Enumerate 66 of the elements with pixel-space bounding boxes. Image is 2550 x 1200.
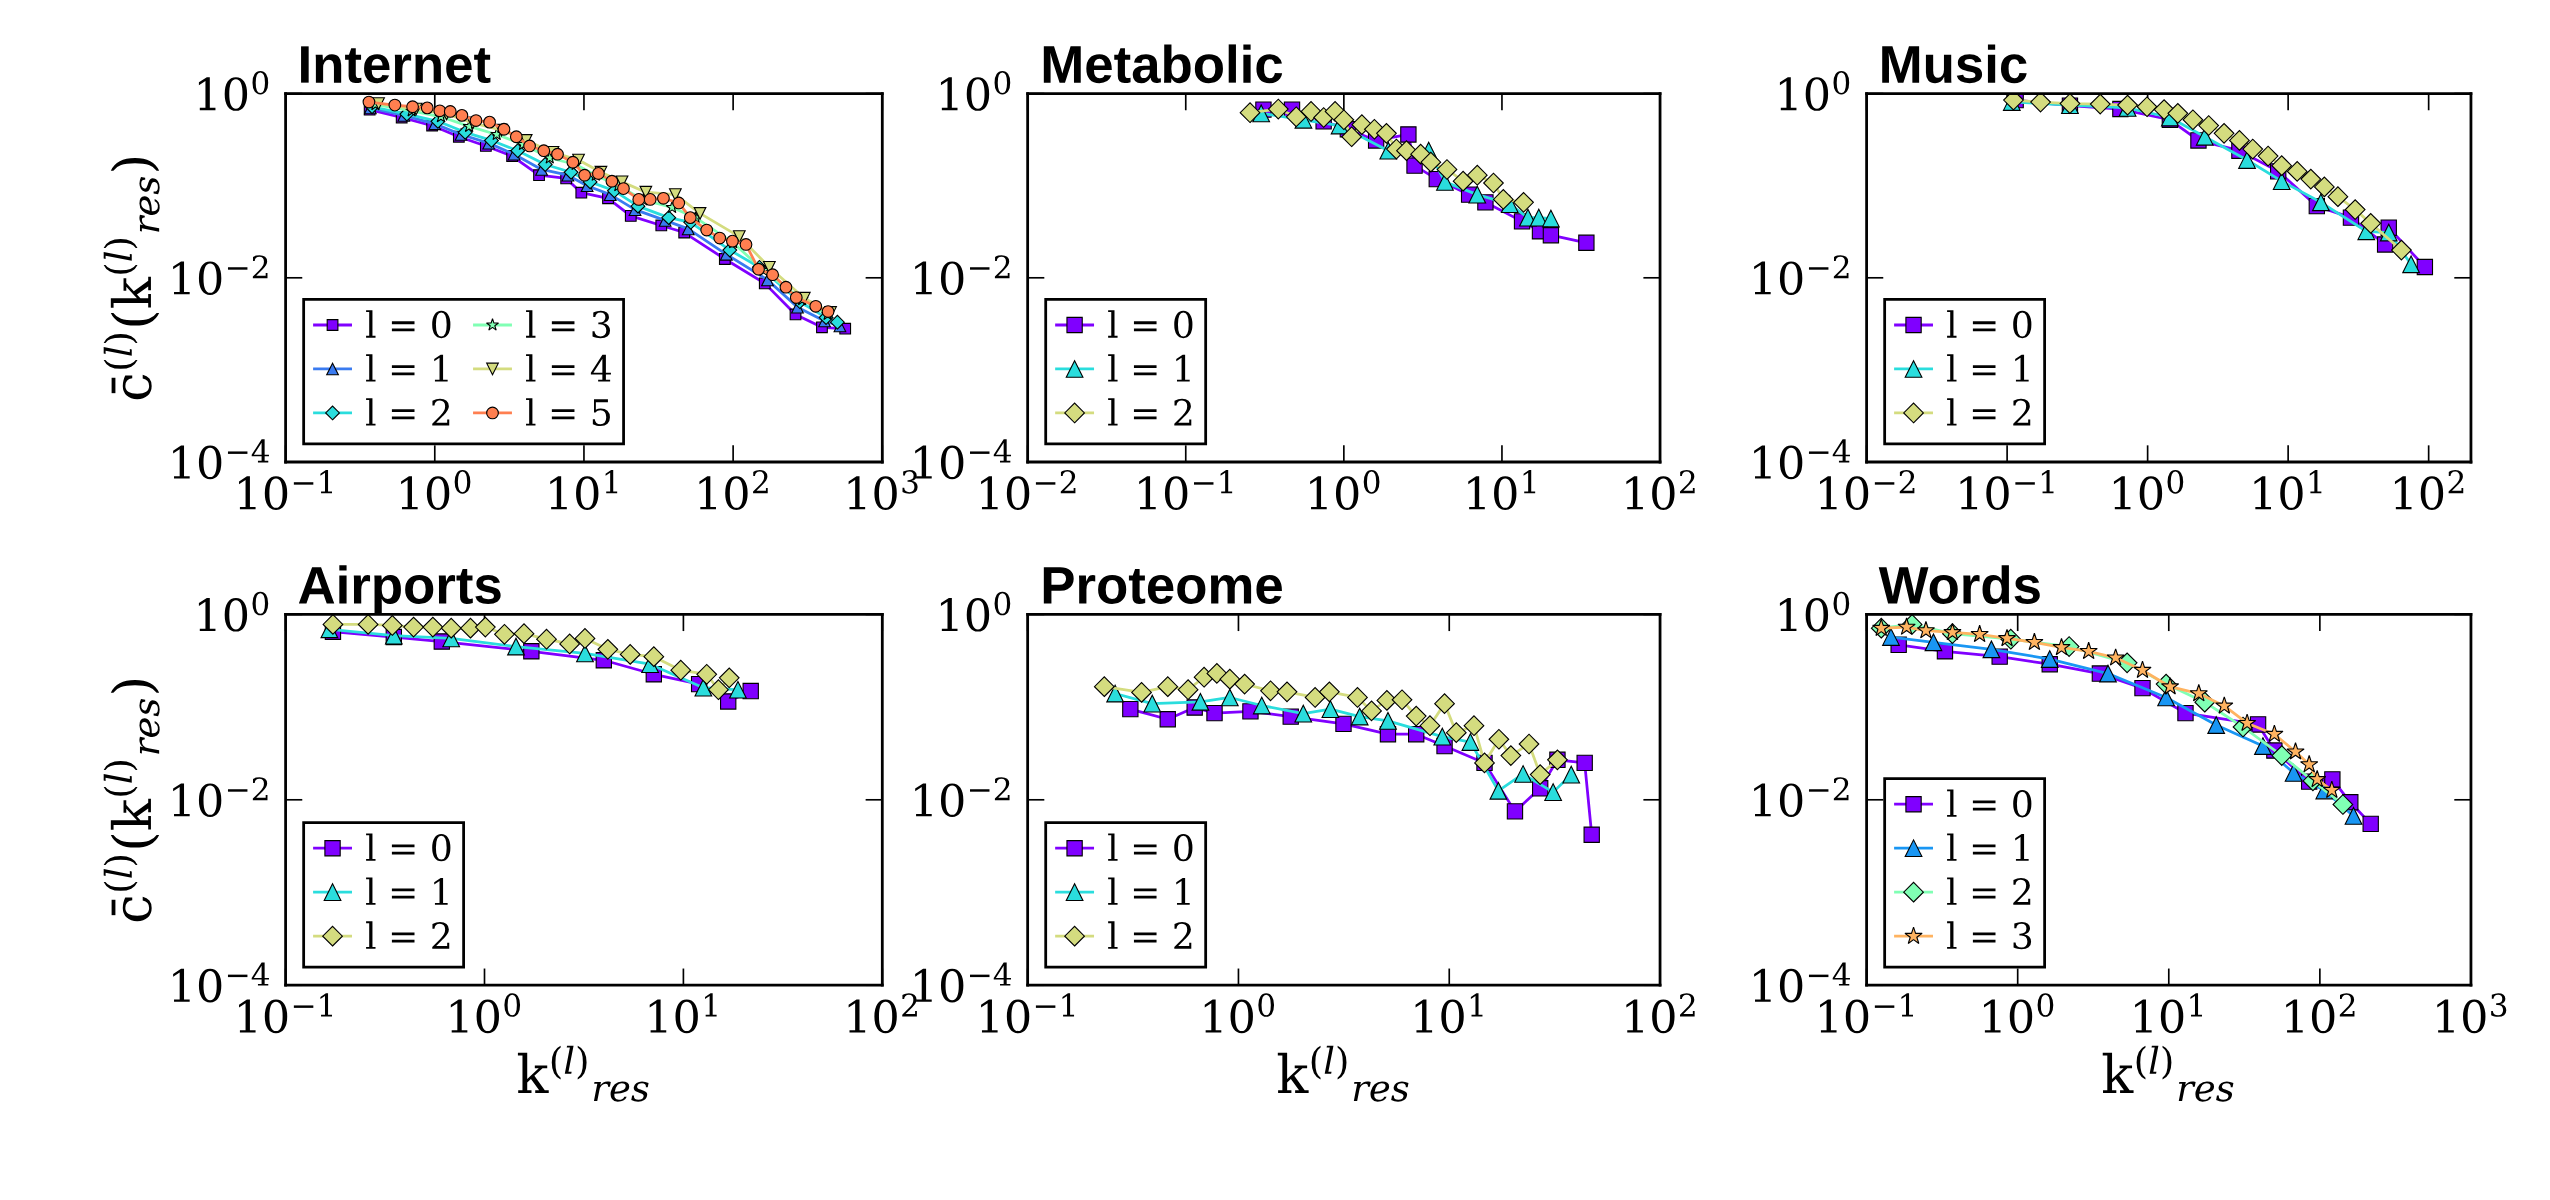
x-tick-label: 10$^{0}$ — [1204, 993, 1275, 1034]
x-tick-label: 10$^{2}$ — [2286, 993, 2355, 1034]
x-tick-label: 10$^{1}$ — [550, 470, 618, 510]
legend-label: l = 3 — [1947, 921, 2032, 950]
y-tick-label: 10$^{−2}$ — [173, 777, 268, 817]
y-tick-label: 10$^{0}$ — [940, 70, 1011, 111]
legend-label: l = 0 — [366, 833, 451, 862]
y-tick-label: 10$^{0}$ — [198, 591, 269, 632]
y-tick-label: 10$^{−2}$ — [1754, 777, 1849, 817]
legend-label: l = 2 — [1947, 398, 2031, 426]
x-tick-label: 10$^{1}$ — [2135, 993, 2202, 1034]
x-tick-label: 10$^{0}$ — [2113, 470, 2184, 510]
legend-label: l = 2 — [366, 398, 450, 426]
y-tick-label: 10$^{−2}$ — [173, 255, 268, 295]
chart-title: Airports — [298, 565, 501, 615]
chart-title: Proteome — [1043, 567, 1282, 604]
legend-label: l = 1 — [366, 354, 448, 382]
x-tick-label: 10$^{2}$ — [1626, 470, 1695, 510]
legend-label: l = 2 — [366, 921, 450, 949]
legend-label: l = 1 — [366, 877, 448, 905]
y-axis-title: c̄$^{(l)}$(k$^{(l)}$$_{res}$) — [103, 679, 160, 922]
y-tick-label: 10$^{0}$ — [1779, 591, 1850, 632]
x-tick-label: 10$^{−1}$ — [1139, 470, 1233, 510]
y-tick-label: 10$^{−2}$ — [915, 777, 1010, 817]
legend-label: l = 2 — [1108, 921, 1192, 949]
x-tick-label: 10$^{0}$ — [450, 993, 521, 1034]
legend-label: l = 4 — [526, 354, 611, 382]
x-tick-label: 10$^{0}$ — [1984, 993, 2054, 1034]
legend-label: l = 1 — [1947, 833, 2029, 861]
y-tick-label: 10$^{0}$ — [198, 70, 269, 111]
x-tick-label: 10$^{2}$ — [848, 993, 917, 1034]
x-tick-label: 10$^{3}$ — [2437, 993, 2507, 1034]
x-tick-label: 10$^{0}$ — [401, 470, 471, 510]
y-axis-title: c̄$^{(l)}$(k$^{(l)}$$_{res}$) — [103, 157, 160, 400]
x-tick-label: 10$^{−1}$ — [1960, 470, 2054, 510]
x-axis-title: k$^{(l)}$$_{res}$ — [1277, 1045, 1409, 1102]
y-tick-label: 10$^{−2}$ — [1754, 255, 1849, 295]
legend-label: l = 2 — [1108, 398, 1192, 426]
legend-label: l = 3 — [526, 310, 611, 339]
legend-label: l = 2 — [1947, 877, 2031, 905]
x-tick-label: 10$^{2}$ — [2394, 470, 2464, 510]
x-tick-label: 10$^{0}$ — [1310, 470, 1380, 510]
legend-label: l = 0 — [1108, 833, 1193, 862]
legend-label: l = 5 — [526, 398, 610, 427]
x-tick-label: 10$^{2}$ — [699, 470, 768, 510]
legend-label: l = 0 — [366, 310, 451, 339]
y-tick-label: 10$^{0}$ — [940, 591, 1011, 632]
x-axis-title: k$^{(l)}$$_{res}$ — [2102, 1045, 2234, 1102]
x-tick-label: 10$^{1}$ — [649, 993, 717, 1034]
legend-label: l = 1 — [1108, 877, 1190, 905]
legend-label: l = 0 — [1108, 310, 1193, 339]
y-tick-label: 10$^{0}$ — [1779, 70, 1850, 111]
chart-title: Internet — [301, 46, 491, 84]
chart-title: Music — [1882, 44, 2027, 84]
x-tick-label: 10$^{1}$ — [2254, 470, 2322, 510]
x-tick-label: 10$^{1}$ — [1468, 470, 1536, 510]
legend-label: l = 1 — [1947, 354, 2029, 382]
legend-label: l = 0 — [1947, 310, 2032, 339]
chart-title: Metabolic — [1043, 44, 1283, 84]
chart-title: Words — [1878, 565, 2040, 604]
legend-label: l = 1 — [1108, 354, 1190, 382]
x-tick-label: 10$^{2}$ — [1626, 993, 1695, 1034]
x-axis-title: k$^{(l)}$$_{res}$ — [517, 1045, 649, 1102]
x-tick-label: 10$^{1}$ — [1415, 993, 1483, 1034]
legend-label: l = 0 — [1947, 789, 2032, 818]
y-tick-label: 10$^{−2}$ — [915, 255, 1010, 295]
